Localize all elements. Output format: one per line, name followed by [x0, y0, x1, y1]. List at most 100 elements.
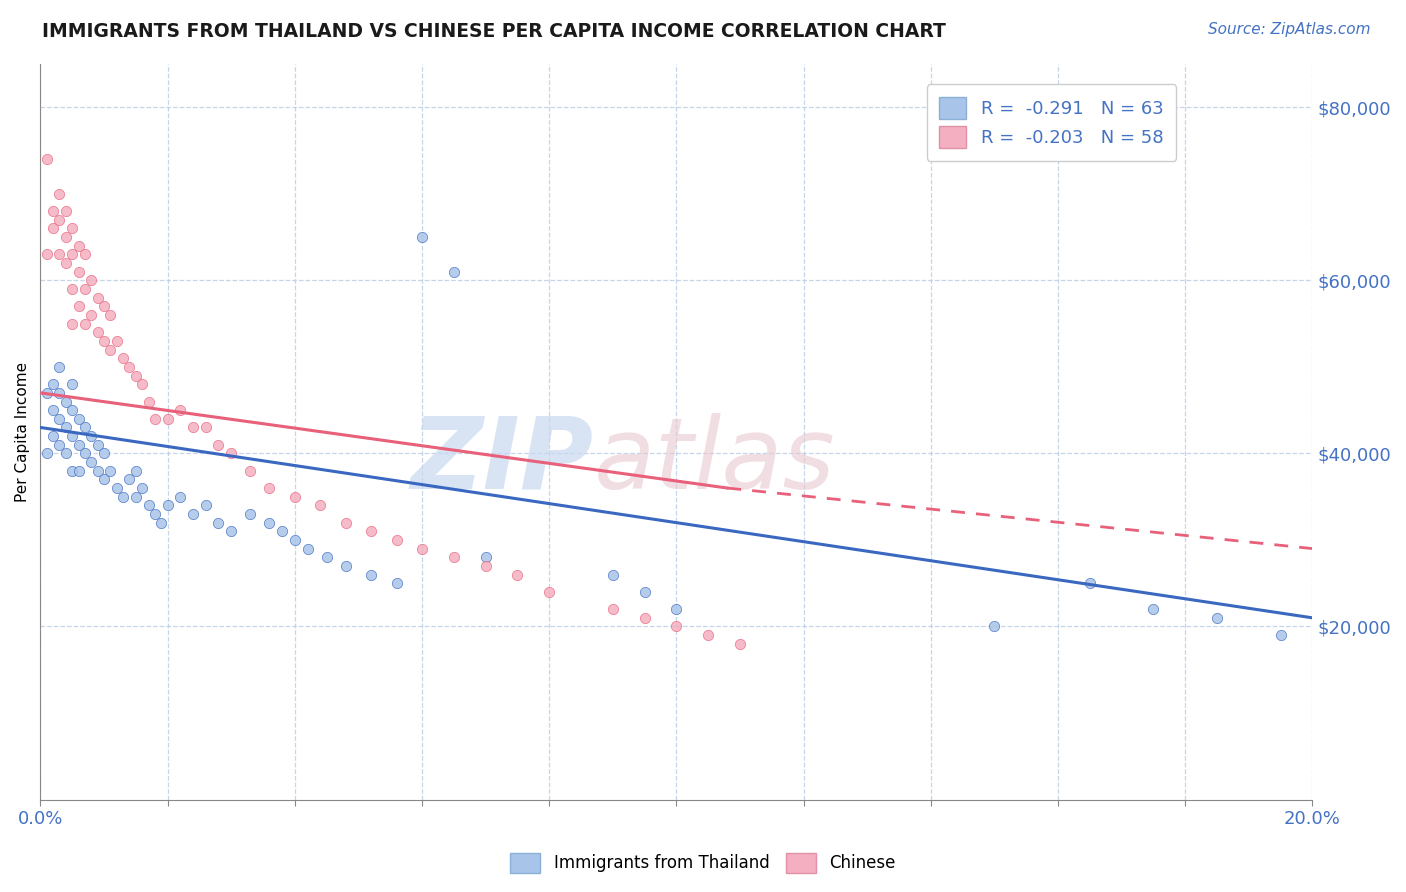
Point — [1206, 611, 1229, 625]
Point — [138, 499, 160, 513]
Text: IMMIGRANTS FROM THAILAND VS CHINESE PER CAPITA INCOME CORRELATION CHART: IMMIGRANTS FROM THAILAND VS CHINESE PER … — [42, 22, 946, 41]
Point — [48, 438, 70, 452]
Point — [169, 403, 191, 417]
Point — [411, 541, 433, 556]
Point — [67, 438, 90, 452]
Point — [60, 403, 83, 417]
Point — [181, 420, 204, 434]
Point — [360, 567, 382, 582]
Point — [86, 291, 108, 305]
Point — [633, 585, 655, 599]
Point — [67, 239, 90, 253]
Point — [48, 385, 70, 400]
Point — [271, 524, 294, 539]
Point — [697, 628, 720, 642]
Point — [118, 472, 141, 486]
Point — [55, 446, 77, 460]
Point — [60, 317, 83, 331]
Point — [73, 317, 96, 331]
Point — [112, 490, 135, 504]
Point — [297, 541, 319, 556]
Point — [42, 403, 65, 417]
Point — [207, 516, 229, 530]
Point — [983, 619, 1005, 633]
Point — [143, 412, 166, 426]
Point — [42, 204, 65, 219]
Point — [55, 256, 77, 270]
Point — [42, 221, 65, 235]
Point — [42, 429, 65, 443]
Point — [150, 516, 173, 530]
Text: atlas: atlas — [593, 413, 835, 509]
Point — [60, 282, 83, 296]
Point — [169, 490, 191, 504]
Point — [125, 490, 148, 504]
Point — [105, 334, 128, 348]
Point — [86, 326, 108, 340]
Point — [100, 464, 122, 478]
Point — [385, 576, 408, 591]
Point — [93, 334, 115, 348]
Point — [48, 359, 70, 374]
Legend: Immigrants from Thailand, Chinese: Immigrants from Thailand, Chinese — [503, 847, 903, 880]
Point — [194, 420, 217, 434]
Point — [67, 299, 90, 313]
Point — [239, 464, 262, 478]
Point — [112, 351, 135, 366]
Point — [138, 394, 160, 409]
Point — [60, 464, 83, 478]
Point — [259, 481, 281, 495]
Legend: R =  -0.291   N = 63, R =  -0.203   N = 58: R = -0.291 N = 63, R = -0.203 N = 58 — [927, 84, 1177, 161]
Text: Source: ZipAtlas.com: Source: ZipAtlas.com — [1208, 22, 1371, 37]
Point — [207, 438, 229, 452]
Point — [315, 550, 337, 565]
Y-axis label: Per Capita Income: Per Capita Income — [15, 362, 30, 502]
Point — [67, 464, 90, 478]
Point — [156, 499, 179, 513]
Point — [42, 377, 65, 392]
Point — [100, 343, 122, 357]
Point — [156, 412, 179, 426]
Point — [360, 524, 382, 539]
Point — [67, 265, 90, 279]
Point — [80, 455, 103, 469]
Point — [335, 558, 357, 573]
Point — [93, 472, 115, 486]
Point — [35, 446, 58, 460]
Point — [48, 247, 70, 261]
Point — [259, 516, 281, 530]
Point — [125, 368, 148, 383]
Point — [385, 533, 408, 547]
Point — [443, 265, 465, 279]
Point — [125, 464, 148, 478]
Point — [86, 464, 108, 478]
Point — [48, 412, 70, 426]
Point — [80, 308, 103, 322]
Point — [86, 438, 108, 452]
Point — [60, 429, 83, 443]
Point — [506, 567, 529, 582]
Point — [60, 377, 83, 392]
Point — [1270, 628, 1292, 642]
Point — [73, 420, 96, 434]
Point — [93, 446, 115, 460]
Point — [60, 221, 83, 235]
Point — [602, 602, 624, 616]
Point — [602, 567, 624, 582]
Point — [474, 558, 496, 573]
Point — [309, 499, 332, 513]
Point — [1142, 602, 1164, 616]
Point — [474, 550, 496, 565]
Point — [219, 524, 242, 539]
Point — [194, 499, 217, 513]
Point — [1078, 576, 1101, 591]
Text: ZIP: ZIP — [411, 413, 593, 509]
Point — [35, 247, 58, 261]
Point — [35, 153, 58, 167]
Point — [105, 481, 128, 495]
Point — [239, 507, 262, 521]
Point — [60, 247, 83, 261]
Point — [55, 394, 77, 409]
Point — [143, 507, 166, 521]
Point — [73, 282, 96, 296]
